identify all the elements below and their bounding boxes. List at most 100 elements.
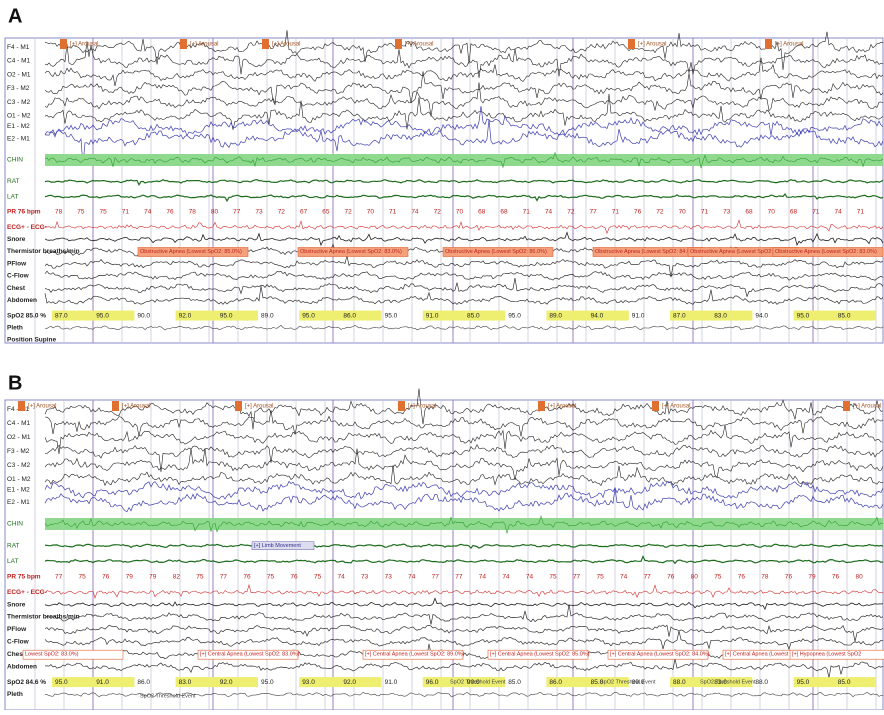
pr-value: 74 [545, 209, 553, 216]
pr-value: 77 [644, 573, 652, 580]
spo2-value: 92.0 [343, 679, 356, 686]
pr-value: 74 [144, 209, 152, 216]
pr-value: 71 [812, 209, 820, 216]
pr-value: 74 [526, 573, 534, 580]
pr-value: 68 [478, 209, 486, 216]
spo2-value: 91.0 [385, 679, 398, 686]
spo2-value: 91.0 [426, 312, 439, 319]
channel-label: F4 - M1 [7, 44, 30, 51]
pr-value: 79 [126, 573, 134, 580]
pr-value: 72 [345, 209, 353, 216]
pr-value: 75 [714, 573, 722, 580]
channel-label: Snore [7, 236, 26, 243]
pr-value: 76 [634, 209, 642, 216]
arousal-label: [+] Arousal [638, 42, 667, 48]
event-label: [+] Central Apnea (Lowest SpO2: 89.0%) [365, 652, 465, 658]
pr-value: 73 [385, 573, 393, 580]
pr-value: 65 [322, 209, 330, 216]
event-label: [+] Central Apnea (Lowest SpO2: 83.0%) [200, 652, 300, 658]
event-label: Obstructive Apnea (Lowest SpO2: 86.0%) [445, 249, 547, 255]
spo2-value: 94.0 [591, 312, 604, 319]
channel-label: Abdomen [7, 297, 37, 304]
channel-label: E1 - M2 [7, 123, 30, 130]
pr-value: 70 [367, 209, 375, 216]
channel-label: Position Supine [7, 337, 56, 344]
spo2-value: 83.0 [714, 312, 727, 319]
pr-value: 73 [255, 209, 263, 216]
channel-label: PFlow [7, 260, 27, 267]
arousal-marker [398, 401, 405, 411]
channel-label: CHIN [7, 157, 23, 164]
channel-label: Pleth [7, 324, 23, 331]
spo2-value: 88.0 [755, 679, 768, 686]
channel-label: PFlow [7, 626, 27, 633]
spo2-value: 95.0 [797, 679, 810, 686]
channel-label: E2 - M1 [7, 135, 30, 142]
event-label: Obstructive Apnea (Lowest SpO2: 85.0%) [140, 249, 242, 255]
pr-value: 80 [691, 573, 699, 580]
spo2-value: 96.0 [426, 679, 439, 686]
channel-label: O1 - M2 [7, 476, 31, 483]
pr-value: 75 [596, 573, 604, 580]
channel-label: RAT [7, 178, 20, 185]
spo2-value: 91.0 [96, 679, 109, 686]
pr-value: 67 [300, 209, 308, 216]
event-label: [+] Hypopnea (Lowest SpO2 [792, 652, 861, 658]
spo2-value: 95.0 [508, 312, 521, 319]
pr-value: 80 [211, 209, 219, 216]
arousal-label: [+] Arousal [272, 42, 301, 48]
spo2-value: 87.0 [673, 312, 686, 319]
threshold-label: SpO2 Threshold Event [450, 680, 506, 686]
spo2-value: 92.0 [179, 312, 192, 319]
channel-label: C-Flow [7, 273, 30, 280]
pr-value: 75 [77, 209, 85, 216]
channel-label: O1 - M2 [7, 112, 31, 119]
pr-value: 74 [620, 573, 628, 580]
pr-value: 73 [723, 209, 731, 216]
spo2-value: 93.0 [302, 679, 315, 686]
arousal-marker [18, 401, 25, 411]
arousal-label: [+] Arousal [122, 404, 151, 410]
pr-value: 79 [808, 573, 816, 580]
arousal-label: [+] Arousal [28, 404, 57, 410]
spo2-value: 92.0 [220, 679, 233, 686]
arousal-label: [+] Arousal [853, 404, 882, 410]
event-label: Obstructive Apnea (Lowest SpO2: 83.0%) [775, 249, 877, 255]
pr-value: 76 [738, 573, 746, 580]
pr-value: 74 [834, 209, 842, 216]
arousal-marker [652, 401, 659, 411]
spo2-value: 95.0 [797, 312, 810, 319]
pr-value: 74 [408, 573, 416, 580]
pr-value: 77 [55, 573, 63, 580]
arousal-label: [+] Arousal [70, 42, 99, 48]
channel-label: C3 - M2 [7, 99, 31, 106]
pr-value: 77 [573, 573, 581, 580]
channel-label: C-Flow [7, 639, 30, 646]
arousal-marker [180, 39, 187, 49]
pr-value: 77 [589, 209, 597, 216]
channel-label: Chest [7, 285, 26, 292]
pr-value: 70 [768, 209, 776, 216]
arousal-marker [628, 39, 635, 49]
pr-value: 82 [173, 573, 181, 580]
spo2-value: 95.0 [96, 312, 109, 319]
spo2-value: 94.0 [755, 312, 768, 319]
channel-label: Abdomen [7, 663, 37, 670]
pr-value: 75 [267, 573, 275, 580]
spo2-value: 85.0 [838, 312, 851, 319]
pr-value: 70 [456, 209, 464, 216]
channel-label: LAT [7, 558, 18, 565]
channel-label: O2 - M1 [7, 434, 31, 441]
threshold-label: SpO2 Threshold Event [600, 680, 656, 686]
pr-value: 78 [55, 209, 63, 216]
arousal-marker [538, 401, 545, 411]
pr-value: 75 [100, 209, 108, 216]
pr-value: 75 [549, 573, 557, 580]
pr-value: 71 [857, 209, 865, 216]
channel-label: ECG+ - ECG- [7, 224, 47, 231]
channel-label: ECG+ - ECG- [7, 589, 47, 596]
arousal-label: [+] Arousal [775, 42, 804, 48]
pr-value: 76 [832, 573, 840, 580]
spo2-value: 85.0 [508, 679, 521, 686]
threshold-label: SpO2 Threshold Event [700, 680, 756, 686]
